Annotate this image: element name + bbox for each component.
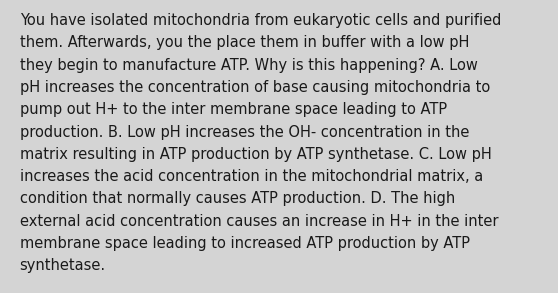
Text: increases the acid concentration in the mitochondrial matrix, a: increases the acid concentration in the … bbox=[20, 169, 483, 184]
Text: matrix resulting in ATP production by ATP synthetase. C. Low pH: matrix resulting in ATP production by AT… bbox=[20, 147, 491, 162]
Text: external acid concentration causes an increase in H+ in the inter: external acid concentration causes an in… bbox=[20, 214, 498, 229]
Text: condition that normally causes ATP production. D. The high: condition that normally causes ATP produ… bbox=[20, 191, 455, 206]
Text: production. B. Low pH increases the OH- concentration in the: production. B. Low pH increases the OH- … bbox=[20, 125, 469, 139]
Text: they begin to manufacture ATP. Why is this happening? A. Low: they begin to manufacture ATP. Why is th… bbox=[20, 58, 478, 73]
Text: synthetase.: synthetase. bbox=[20, 258, 105, 273]
Text: pH increases the concentration of base causing mitochondria to: pH increases the concentration of base c… bbox=[20, 80, 490, 95]
Text: You have isolated mitochondria from eukaryotic cells and purified: You have isolated mitochondria from euka… bbox=[20, 13, 501, 28]
Text: membrane space leading to increased ATP production by ATP: membrane space leading to increased ATP … bbox=[20, 236, 469, 251]
Text: them. Afterwards, you the place them in buffer with a low pH: them. Afterwards, you the place them in … bbox=[20, 35, 469, 50]
Text: pump out H+ to the inter membrane space leading to ATP: pump out H+ to the inter membrane space … bbox=[20, 102, 446, 117]
